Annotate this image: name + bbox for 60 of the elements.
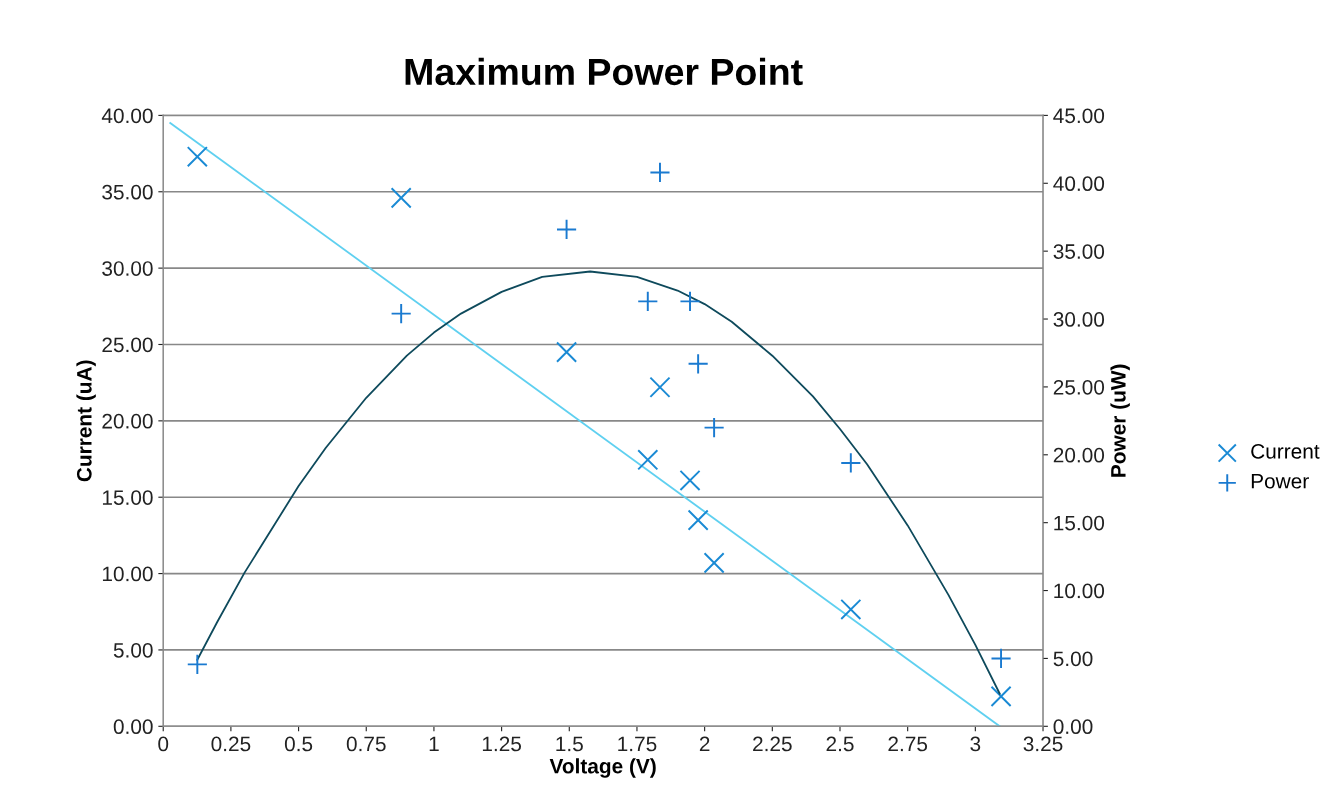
point <box>679 290 701 312</box>
line-series <box>196 270 1001 695</box>
y-tick-label: 35.00 <box>102 184 153 200</box>
x-tick-label: 0 <box>158 736 169 752</box>
legend-label: Power <box>1251 474 1309 489</box>
x-tick-label: 2 <box>699 736 710 752</box>
y2-tick-label: 20.00 <box>1053 447 1105 463</box>
point <box>990 647 1012 669</box>
y2-tick-label: 30.00 <box>1053 312 1105 327</box>
point <box>390 187 412 209</box>
y2-tick-label: 40.00 <box>1053 176 1105 192</box>
y-tick-label: 10.00 <box>102 566 153 582</box>
y-tick-label: 25.00 <box>102 337 153 353</box>
y2-tick-label: 0.00 <box>1053 719 1093 735</box>
y-tick-label: 40.00 <box>101 108 153 124</box>
y-axis-title: Current (uA) <box>76 360 96 482</box>
y2-tick-label: 25.00 <box>1053 379 1105 395</box>
point <box>556 341 578 363</box>
y-tick-label: 0.00 <box>113 719 153 735</box>
point <box>703 417 725 439</box>
point <box>687 353 709 375</box>
point <box>390 303 412 325</box>
y2-tick-label: 15.00 <box>1054 515 1105 531</box>
point <box>637 449 659 471</box>
y-tick-label: 5.00 <box>113 642 153 658</box>
x-tick-label: 0.25 <box>211 736 251 752</box>
y2-tick-label: 10.00 <box>1054 583 1105 599</box>
x-tick-label: 2.5 <box>826 736 854 752</box>
point <box>703 552 725 574</box>
point <box>186 653 208 675</box>
x-axis-title: Voltage (V) <box>549 758 656 778</box>
legend-label: Current <box>1251 443 1320 459</box>
point <box>679 469 701 491</box>
point <box>687 509 709 531</box>
point <box>990 685 1012 707</box>
y2-axis-title: Power (uW) <box>1110 364 1130 477</box>
point <box>649 161 671 183</box>
y2-tick-label: 45.00 <box>1053 108 1105 124</box>
y-tick-label: 20.00 <box>102 413 153 429</box>
point <box>840 452 862 474</box>
y-tick-label: 15.00 <box>102 490 153 505</box>
x-tick-label: 0.5 <box>284 736 313 752</box>
point <box>556 218 578 240</box>
x-tick-label: 3 <box>970 736 981 752</box>
x-tick-label: 1 <box>429 736 439 752</box>
x-tick-label: 1.5 <box>556 736 583 752</box>
x-tick-label: 1.25 <box>482 736 522 752</box>
x-tick-label: 2.25 <box>753 736 792 752</box>
y2-tick-label: 5.00 <box>1053 651 1093 667</box>
x-tick-label: 3.25 <box>1023 736 1063 752</box>
x-tick-label: 0.75 <box>346 736 386 752</box>
point <box>649 376 671 398</box>
y-tick-label: 30.00 <box>102 261 153 276</box>
x-tick-label: 2.75 <box>888 736 928 752</box>
point <box>637 290 659 312</box>
x-tick-label: 1.75 <box>618 736 657 752</box>
chart-title: Maximum Power Point <box>405 57 803 86</box>
point <box>840 598 862 621</box>
point <box>186 146 208 168</box>
y2-tick-label: 35.00 <box>1053 244 1105 259</box>
